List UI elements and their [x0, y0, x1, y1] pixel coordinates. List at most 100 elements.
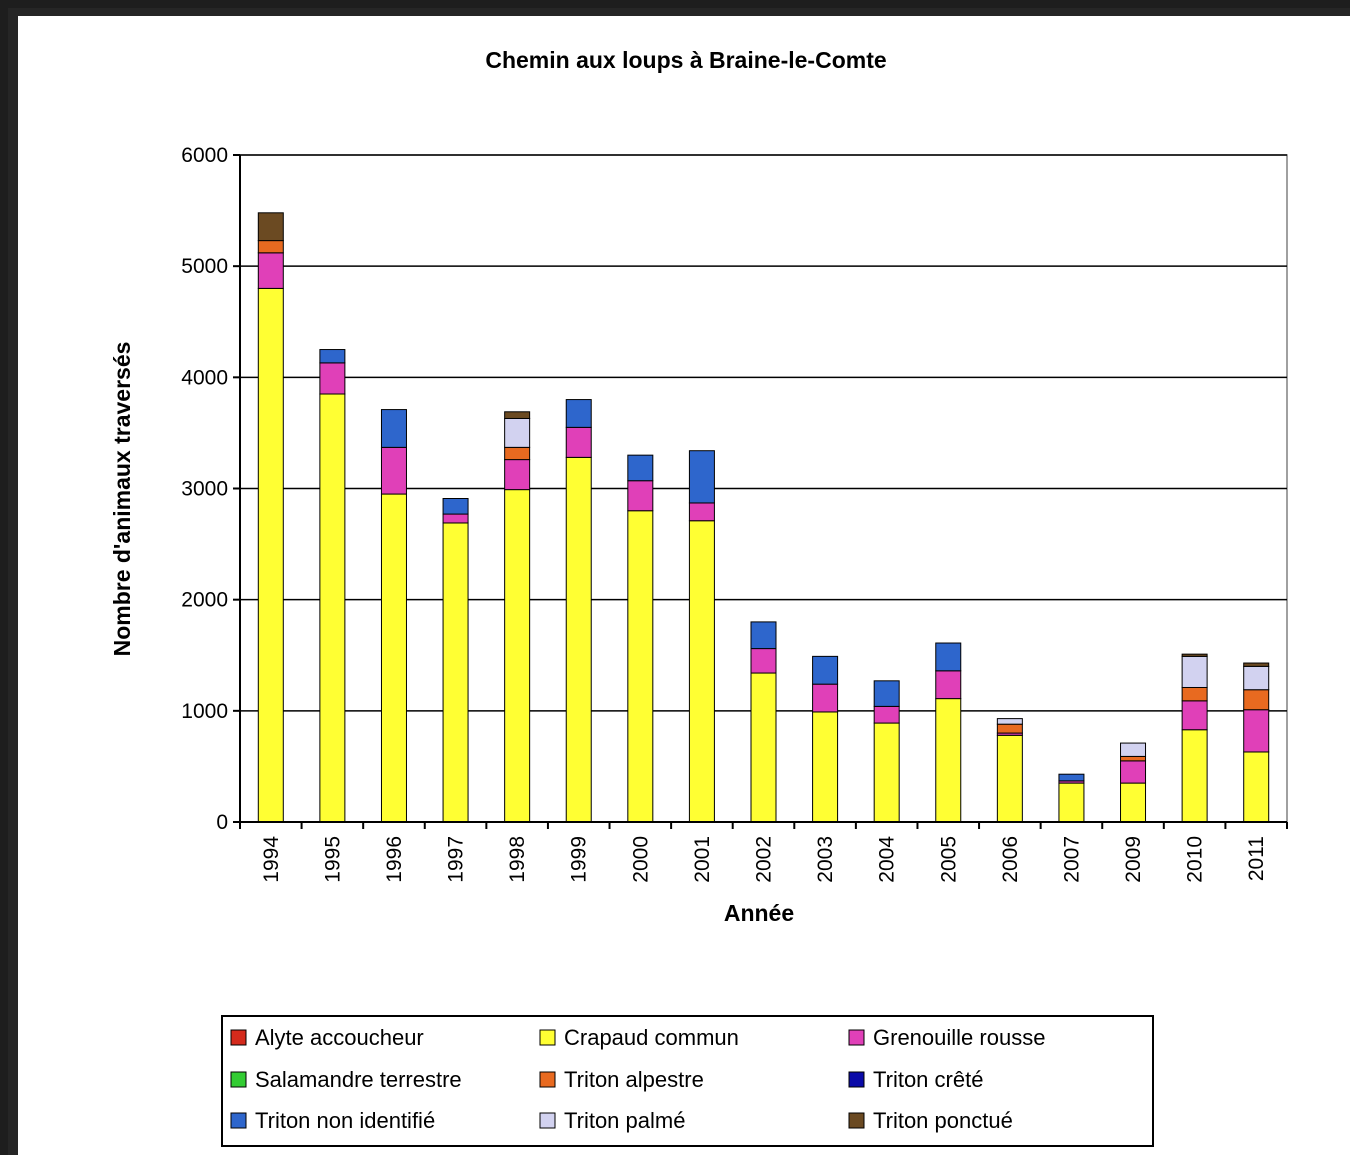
bar-segment: [1120, 782, 1147, 823]
legend-label: Crapaud commun: [564, 1025, 739, 1050]
bar-segment: [1243, 662, 1270, 667]
bar-segment: [688, 450, 715, 504]
legend-label: Triton palmé: [564, 1108, 685, 1133]
x-tick-label: 2006: [999, 836, 1022, 883]
x-tick-label: 1996: [383, 836, 406, 883]
bar-segment: [688, 502, 715, 522]
bar-segment: [1243, 751, 1270, 823]
legend-swatch: [848, 1112, 865, 1129]
y-tick-label: 3000: [181, 478, 228, 501]
bar-segment: [935, 642, 962, 672]
bar-segment: [627, 510, 654, 823]
bar-segment: [1120, 760, 1147, 784]
bar-segment: [1181, 653, 1208, 657]
x-tick-label: 2007: [1060, 836, 1083, 883]
bar-segment: [504, 411, 531, 419]
bar-segment: [1058, 773, 1085, 782]
legend-label: Salamandre terrestre: [255, 1067, 462, 1092]
bar-segment: [257, 212, 284, 242]
bar-segment: [996, 723, 1023, 734]
legend-swatch: [539, 1112, 556, 1129]
bar-segment: [812, 655, 839, 685]
chart-title: Chemin aux loups à Braine-le-Comte: [485, 47, 886, 73]
legend-swatch: [539, 1071, 556, 1088]
bar-segment: [627, 480, 654, 512]
x-tick-label: 2003: [814, 836, 837, 883]
bar-segment: [565, 426, 592, 458]
x-tick-label: 2010: [1184, 836, 1207, 883]
x-tick-label: 1999: [568, 836, 591, 883]
y-tick-labels: 0 1000 2000 3000 4000 5000 6000: [181, 144, 228, 834]
bar-segment: [688, 520, 715, 823]
legend-swatch: [230, 1071, 247, 1088]
bar-segment: [442, 522, 469, 823]
y-tick-label: 1000: [181, 700, 228, 723]
bar-segment: [996, 734, 1023, 823]
bar-segment: [1181, 686, 1208, 702]
legend-label: Grenouille rousse: [873, 1025, 1045, 1050]
bar-segment: [319, 349, 346, 364]
x-tick-label: 2009: [1122, 836, 1145, 883]
bar-segment: [257, 240, 284, 254]
bar-segment: [750, 672, 777, 823]
axes: [233, 154, 1288, 829]
legend-label: Triton crêté: [873, 1067, 983, 1092]
bar-segment: [319, 362, 346, 395]
x-tick-label: 2002: [753, 836, 776, 883]
bar-segment: [750, 621, 777, 650]
bar-segment: [1243, 665, 1270, 691]
x-tick-label: 2001: [691, 836, 714, 883]
bar-segment: [565, 456, 592, 823]
bar-segment: [812, 683, 839, 713]
legend-swatch: [230, 1029, 247, 1046]
bar-segment: [442, 498, 469, 515]
bar-segment: [1243, 689, 1270, 711]
bar-segment: [873, 680, 900, 707]
x-tick-label: 2000: [629, 836, 652, 883]
x-tick-label: 1995: [321, 836, 344, 883]
bar-segment: [1181, 655, 1208, 688]
x-tick-labels: 1994 1995 1996 1997 1998 1999 2000 2001 2002 2003…: [260, 836, 1268, 883]
legend-label: Triton alpestre: [564, 1067, 704, 1092]
bar-segment: [257, 287, 284, 823]
x-tick-label: 2011: [1245, 836, 1268, 881]
bar-segment: [380, 493, 407, 823]
legend-label: Triton non identifié: [255, 1108, 435, 1133]
legend-swatch: [848, 1029, 865, 1046]
x-axis-title: Année: [724, 900, 794, 926]
bar-segment: [504, 459, 531, 491]
bar-segment: [1058, 782, 1085, 823]
bar-segment: [873, 722, 900, 823]
bar-segment: [504, 417, 531, 448]
bar-segment: [380, 409, 407, 448]
stacked-bar-chart: Chemin aux loups à Braine-le-Comte 0 1000…: [109, 47, 1288, 1147]
bar-segment: [750, 648, 777, 674]
legend-label: Alyte accoucheur: [255, 1025, 424, 1050]
bar-segment: [627, 454, 654, 482]
bar-segment: [996, 718, 1023, 725]
bar-segment: [935, 698, 962, 823]
gridlines: [239, 154, 1288, 823]
legend-swatch: [230, 1112, 247, 1129]
y-tick-label: 2000: [181, 589, 228, 612]
legend: Alyte accoucheur Crapaud commun Grenouille…: [221, 1015, 1154, 1147]
bar-segment: [1181, 700, 1208, 731]
bar-segment: [1181, 729, 1208, 823]
legend-label: Triton ponctué: [873, 1108, 1013, 1133]
bars: [257, 212, 1270, 823]
x-tick-label: 1998: [506, 836, 529, 883]
y-tick-label: 4000: [181, 366, 228, 389]
bar-segment: [1120, 742, 1147, 757]
bar-segment: [812, 711, 839, 823]
bar-segment: [380, 446, 407, 495]
bar-segment: [504, 446, 531, 461]
y-tick-label: 5000: [181, 255, 228, 278]
bar-segment: [1120, 755, 1147, 762]
x-tick-label: 1997: [445, 836, 468, 883]
bar-segment: [319, 393, 346, 823]
bar-segment: [565, 399, 592, 428]
bar-segment: [935, 670, 962, 700]
y-tick-label: 0: [216, 811, 228, 834]
x-tick-label: 2004: [876, 836, 899, 883]
bar-segment: [442, 513, 469, 524]
